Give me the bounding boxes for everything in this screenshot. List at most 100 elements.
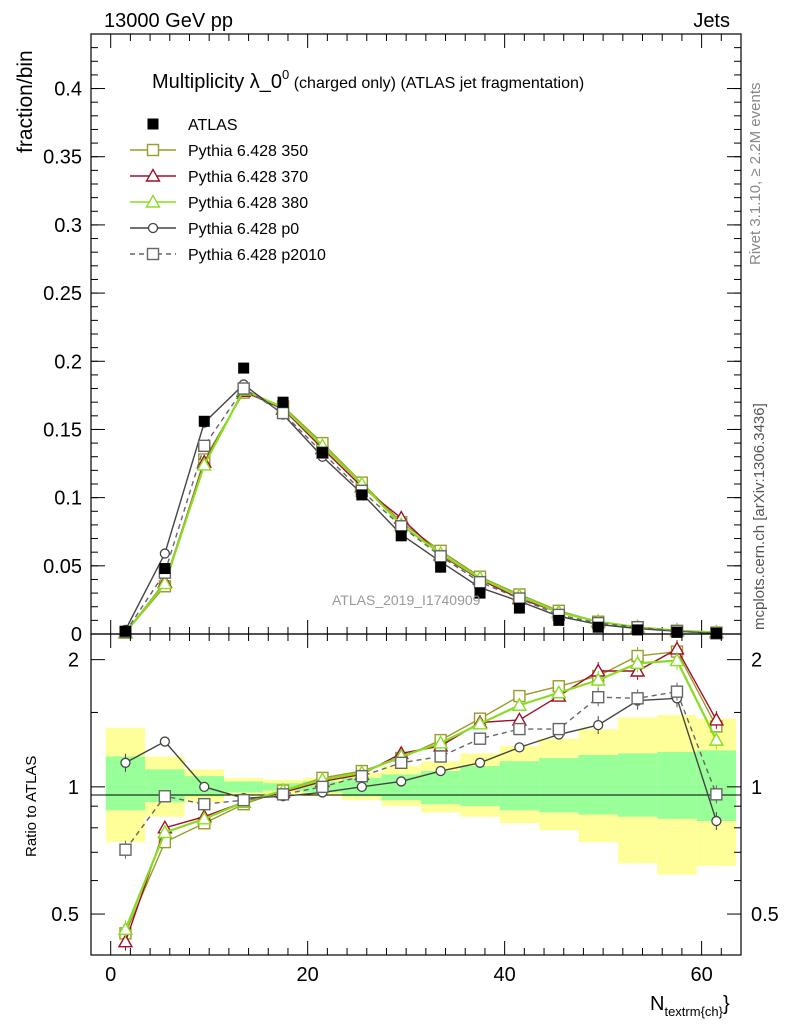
x-tick-label: 0 (105, 964, 116, 986)
point-pythia-6-428-p0 (159, 548, 171, 559)
point-atlas (119, 625, 131, 637)
y-tick-label: 0.4 (54, 79, 82, 101)
green-band-bin (539, 758, 579, 813)
point-pythia-6-428-p2010 (434, 550, 447, 563)
point-pythia-6-428-380 (196, 456, 212, 471)
point-atlas (238, 362, 250, 374)
legend-label-pythia-6-428-380: Pythia 6.428 380 (188, 195, 308, 212)
legend-marker-pythia-6-428-370 (145, 168, 161, 182)
legend-label-pythia-6-428-350: Pythia 6.428 350 (188, 143, 308, 160)
x-axis-label: Ntextrm{ch}} (650, 993, 730, 1019)
ratio-point-pythia-6-428-p0 (514, 742, 525, 753)
ratio-point-pythia-6-428-p2010 (316, 780, 329, 794)
ratio-point-pythia-6-428-p2010 (552, 722, 566, 736)
point-atlas (395, 530, 407, 542)
point-atlas (159, 563, 171, 575)
ratio-point-pythia-6-428-p2010 (119, 843, 132, 856)
point-atlas (671, 626, 683, 638)
main-axis-ticks: 0 0.05 0.1 0.15 0.2 0.25 0.3 0.35 0.4 (43, 33, 741, 646)
header-left: 13000 GeV pp (104, 10, 233, 32)
point-atlas (513, 602, 525, 614)
ratio-tick-label: 1 (68, 777, 79, 799)
series-line-pythia-6-428-p2010 (124, 387, 717, 635)
legend: ATLAS Pythia 6.428 350 Pythia 6.428 370 Pyt… (130, 117, 326, 264)
point-atlas (710, 627, 722, 639)
ratio-point-pythia-6-428-p2010 (237, 793, 250, 807)
ratio-point-pythia-6-428-370 (708, 712, 725, 726)
point-atlas (592, 621, 604, 633)
main-data-layer (117, 362, 725, 640)
legend-marker-pythia-6-428-350 (146, 143, 160, 157)
ratio-tick-label-right: 0.5 (751, 904, 779, 926)
ratio-point-pythia-6-428-p0 (396, 776, 407, 787)
series-line-pythia-6-428-380 (124, 388, 717, 634)
point-atlas (198, 415, 210, 427)
ratio-point-pythia-6-428-380 (590, 672, 606, 686)
ratio-point-pythia-6-428-p0 (593, 719, 604, 731)
ratio-point-pythia-6-428-380 (472, 715, 488, 730)
ratio-point-pythia-6-428-p0 (711, 815, 722, 827)
legend-marker-pythia-6-428-p0 (147, 222, 159, 234)
legend-label-pythia-6-428-p0: Pythia 6.428 p0 (188, 221, 299, 238)
legend-label-pythia-6-428-370: Pythia 6.428 370 (188, 169, 308, 186)
x-tick-label: 40 (494, 964, 516, 986)
ratio-point-pythia-6-428-p2010 (631, 692, 644, 705)
x-tick-label: 60 (690, 964, 712, 986)
header-right: Jets (693, 10, 730, 32)
x-tick-label: 20 (297, 964, 319, 986)
point-pythia-6-428-p2010 (237, 382, 250, 395)
point-atlas (553, 614, 565, 626)
point-pythia-6-428-p2010 (198, 439, 211, 453)
point-pythia-6-428-380 (157, 575, 173, 590)
main-panel: 0 0.05 0.1 0.15 0.2 0.25 0.3 0.35 0.4 Multiplici… (43, 33, 742, 646)
point-pythia-6-428-p2010 (276, 406, 290, 420)
y-tick-label: 0.35 (43, 147, 82, 169)
y-tick-label: 0 (71, 624, 82, 646)
legend-marker-pythia-6-428-380 (145, 194, 161, 208)
ratio-point-pythia-6-428-p0 (199, 781, 210, 792)
ratio-point-pythia-6-428-p0 (159, 736, 171, 747)
mcplots-label: mcplots.cern.ch [arXiv:1306.3436] (751, 403, 768, 630)
ratio-point-pythia-6-428-370 (117, 933, 134, 948)
chart-title: Multiplicity λ_00 (charged only) (ATLAS … (152, 67, 584, 93)
y-tick-label: 0.2 (54, 351, 82, 373)
y-axis-label: fraction/bin (14, 50, 37, 153)
ratio-point-pythia-6-428-p0 (435, 765, 446, 777)
ratio-point-pythia-6-428-380 (629, 655, 646, 670)
ratio-point-pythia-6-428-p0 (356, 781, 367, 792)
ratio-point-pythia-6-428-p2010 (591, 690, 605, 704)
ratio-point-pythia-6-428-p2010 (473, 732, 487, 745)
green-band-bin (460, 766, 500, 807)
ratio-y-axis-label: Ratio to ATLAS (23, 756, 40, 857)
ratio-panel: 0 20 40 60 0.5 0.5 1 1 2 2 (51, 633, 779, 986)
rivet-label: Rivet 3.1.10, ≥ 2.2M events (747, 83, 764, 266)
ratio-frame (90, 633, 742, 956)
point-pythia-6-428-p2010 (395, 520, 408, 533)
green-band-bin (578, 754, 618, 815)
ratio-point-pythia-6-428-p2010 (434, 750, 447, 763)
point-atlas (356, 489, 368, 501)
analysis-watermark: ATLAS_2019_I1740909 (332, 592, 481, 608)
ratio-point-pythia-6-428-p2010 (198, 797, 211, 811)
ratio-point-pythia-6-428-380 (511, 697, 528, 711)
ratio-point-pythia-6-428-p2010 (276, 788, 290, 801)
ratio-axis-ticks: 0 20 40 60 0.5 0.5 1 1 2 2 (51, 634, 779, 986)
point-atlas (316, 447, 328, 459)
series-line-pythia-6-428-p0 (124, 383, 717, 635)
ratio-line-pythia-6-428-p2010 (124, 690, 718, 851)
ratio-point-pythia-6-428-380 (669, 652, 685, 667)
point-atlas (435, 561, 447, 573)
ratio-line-pythia-6-428-380 (124, 659, 718, 930)
green-band-bin (499, 761, 540, 811)
ratio-point-pythia-6-428-380 (196, 810, 212, 825)
green-band-bin (617, 753, 658, 817)
ratio-point-pythia-6-428-380 (551, 684, 567, 699)
green-band-bin (223, 781, 264, 793)
point-pythia-6-428-p2010 (473, 575, 487, 589)
legend-marker-pythia-6-428-p2010 (146, 247, 160, 261)
ratio-point-pythia-6-428-p2010 (670, 685, 684, 698)
point-atlas (474, 587, 486, 599)
y-tick-label: 0.05 (43, 556, 82, 578)
legend-marker-atlas (147, 118, 159, 130)
